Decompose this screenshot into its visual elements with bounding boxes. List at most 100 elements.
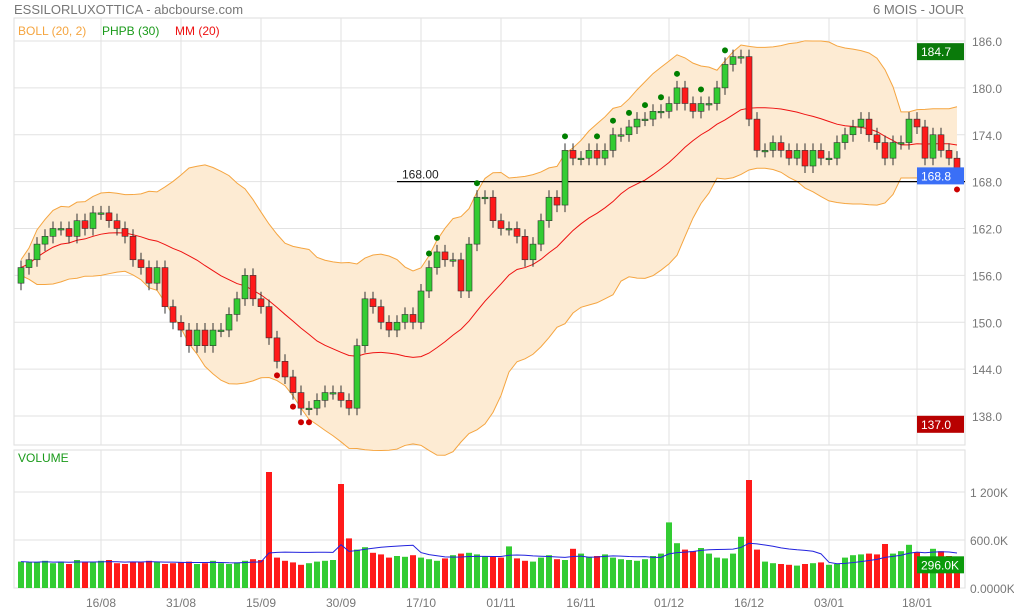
candle-body — [625, 126, 633, 136]
candle-body — [921, 126, 929, 159]
candle-body — [65, 228, 73, 237]
volume-bar — [258, 560, 264, 588]
price-tick-label: 138.0 — [972, 410, 1002, 424]
candle-body — [737, 56, 745, 59]
candle-body — [217, 329, 225, 332]
candle-body — [297, 392, 305, 409]
date-tick-label: 16/12 — [734, 596, 764, 610]
volume-bar — [354, 549, 360, 588]
candle-body — [513, 228, 521, 237]
candle-body — [817, 150, 825, 159]
volume-bar — [82, 561, 88, 588]
volume-bar — [442, 558, 448, 588]
candle-body — [49, 228, 57, 237]
volume-bar — [482, 556, 488, 588]
price-panel — [13, 17, 966, 446]
volume-bar — [98, 560, 104, 588]
volume-bar — [866, 553, 872, 588]
price-tick-label: 144.0 — [972, 363, 1002, 377]
candle-body — [777, 142, 785, 151]
candle-body — [185, 329, 193, 346]
legend-volume: VOLUME — [18, 451, 69, 465]
phpb-up-dot — [610, 117, 616, 124]
volume-bar — [330, 560, 336, 588]
volume-bar — [346, 538, 352, 588]
candle-body — [409, 314, 417, 323]
volume-bar — [458, 553, 464, 588]
candle-body — [857, 118, 865, 128]
candle-body — [353, 345, 361, 409]
high-price-badge-text: 184.7 — [921, 45, 951, 59]
candle-body — [265, 306, 273, 339]
volume-bar — [762, 561, 768, 588]
volume-bar — [274, 557, 280, 588]
last-price-badge-text: 168.8 — [921, 169, 951, 183]
volume-bar — [146, 560, 152, 588]
phpb-down-dot — [306, 419, 312, 426]
date-tick-label: 31/08 — [166, 596, 196, 610]
date-tick-label: 30/09 — [326, 596, 356, 610]
candle-body — [721, 64, 729, 89]
candle-body — [897, 142, 905, 145]
reference-line-label: 168.00 — [402, 168, 439, 182]
candle-body — [193, 329, 201, 346]
volume-bar — [250, 559, 256, 588]
volume-bar — [898, 551, 904, 588]
last-price-badge — [917, 167, 964, 185]
candle-body — [233, 298, 241, 315]
volume-bar — [186, 561, 192, 588]
candle-body — [105, 212, 113, 221]
volume-bar — [618, 559, 624, 588]
candle-body — [905, 118, 913, 143]
candle-body — [585, 150, 593, 159]
volume-bar — [570, 548, 576, 588]
candle-body — [433, 251, 441, 268]
bollinger-band-fill — [21, 40, 957, 456]
candle-body — [225, 314, 233, 331]
candle-body — [305, 407, 313, 410]
candle-body — [41, 236, 49, 245]
candle-body — [161, 267, 169, 307]
candle-body — [761, 150, 769, 153]
phpb-down-dot — [274, 372, 280, 379]
volume-bar — [106, 560, 112, 588]
volume-bar — [794, 565, 800, 588]
candle-body — [785, 150, 793, 159]
candle-body — [273, 337, 281, 362]
volume-bar — [954, 564, 960, 588]
candle-body — [377, 306, 385, 323]
candle-body — [673, 87, 681, 104]
volume-bar — [178, 562, 184, 588]
candle-body — [945, 150, 953, 159]
volume-bar — [290, 562, 296, 588]
volume-bar — [826, 564, 832, 588]
volume-bar — [426, 559, 432, 588]
candle-body — [633, 118, 641, 128]
bollinger-upper-line — [20, 40, 958, 272]
low-price-badge-text: 137.0 — [921, 418, 951, 432]
candle-body — [561, 150, 569, 206]
volume-bar — [394, 556, 400, 588]
candle-body — [337, 392, 345, 401]
volume-bar — [90, 562, 96, 588]
volume-bar — [778, 564, 784, 588]
volume-tick-label: 600.0K — [970, 534, 1008, 548]
candle-body — [729, 56, 737, 65]
volume-bar — [306, 563, 312, 588]
volume-bar — [242, 560, 248, 588]
volume-bar — [538, 557, 544, 588]
volume-average-line — [20, 542, 958, 565]
volume-bar — [58, 561, 64, 588]
moving-average-line — [20, 107, 958, 358]
volume-badge-text: 296.0K — [921, 558, 959, 572]
candle-body — [489, 196, 497, 221]
period-label[interactable]: 6 MOIS - JOUR — [872, 2, 964, 17]
date-tick-label: 03/01 — [814, 596, 844, 610]
volume-bar — [602, 554, 608, 588]
volume-bar — [666, 522, 672, 588]
candle-body — [929, 134, 937, 159]
candle-body — [321, 392, 329, 401]
candle-body — [289, 376, 297, 393]
